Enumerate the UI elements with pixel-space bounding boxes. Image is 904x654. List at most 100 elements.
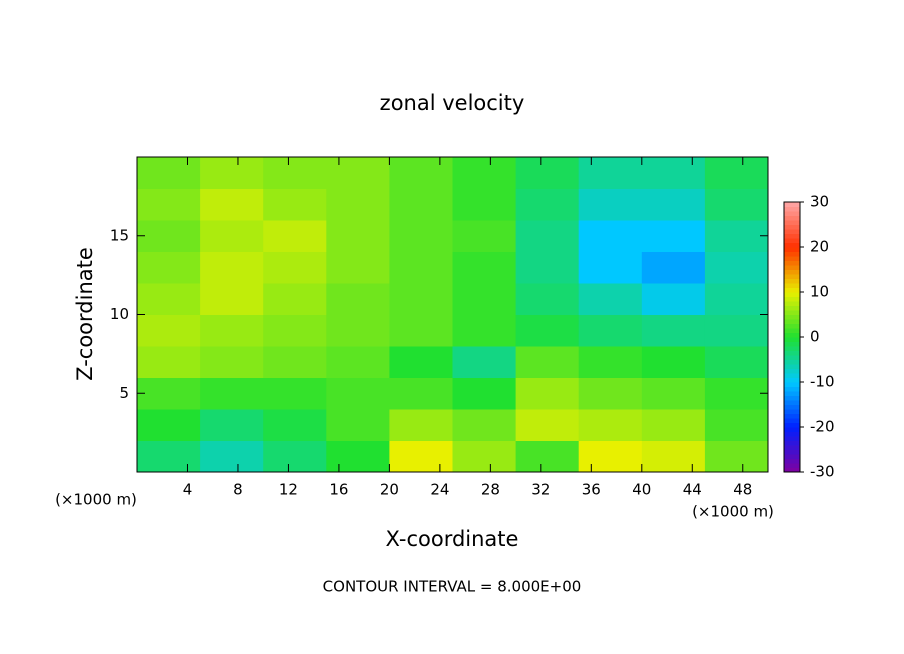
heat-cell (578, 346, 643, 378)
colorbar-swatch (784, 409, 800, 414)
heat-cell (452, 314, 517, 347)
x-tick-label: 12 (279, 481, 298, 499)
colorbar-swatch (784, 319, 800, 324)
heat-cell (641, 409, 706, 441)
x-tick-label: 28 (481, 481, 500, 499)
heat-cell (137, 314, 201, 347)
heat-cell (515, 251, 580, 284)
heat-cell (515, 377, 580, 410)
colorbar-swatch (784, 445, 800, 450)
heat-cell (263, 251, 327, 284)
heat-cell (326, 440, 390, 473)
heat-cell (515, 220, 580, 252)
heat-cell (704, 409, 769, 441)
colorbar-swatch (784, 404, 800, 410)
x-tick-label: 16 (329, 481, 348, 499)
colorbar-tick-label: 20 (810, 238, 829, 256)
heat-cell (137, 440, 201, 473)
colorbar-swatch (784, 359, 800, 365)
x-tick-label: 24 (430, 481, 449, 499)
colorbar-swatch (784, 305, 800, 311)
heat-cell (452, 251, 517, 284)
x-tick-label: 20 (380, 481, 399, 499)
heat-cell (263, 346, 327, 378)
heat-cell (641, 314, 706, 347)
colorbar-swatch (784, 301, 800, 306)
x-tick-label: 40 (632, 481, 651, 499)
colorbar-swatch (784, 440, 800, 446)
colorbar-swatch (784, 233, 800, 239)
colorbar-swatch (784, 314, 800, 320)
colorbar-swatch (784, 287, 800, 293)
heat-cell (263, 314, 327, 347)
chart-title: zonal velocity (380, 91, 525, 115)
colorbar-swatch (784, 224, 800, 230)
heat-cell (452, 188, 517, 221)
colorbar-swatch (784, 296, 800, 302)
heat-cell (326, 188, 390, 221)
heat-cell (137, 346, 201, 378)
heat-cell (389, 346, 453, 378)
heat-cell (704, 377, 769, 410)
heat-cell (452, 377, 517, 410)
heat-cell (326, 220, 390, 252)
heat-cell (326, 157, 390, 189)
heat-cell (389, 251, 453, 284)
colorbar-swatch (784, 368, 800, 374)
heat-cell (704, 314, 769, 347)
heat-cell (263, 157, 327, 189)
heat-cell (704, 157, 769, 189)
heat-cell (326, 409, 390, 441)
heat-cell (704, 220, 769, 252)
heat-cell (200, 251, 264, 284)
heat-cell (578, 220, 643, 252)
colorbar-swatch (784, 377, 800, 383)
heat-cell (578, 440, 643, 473)
colorbar-swatch (784, 341, 800, 347)
heat-cell (704, 188, 769, 221)
heat-cell (641, 283, 706, 315)
x-unit: (×1000 m) (692, 503, 774, 521)
heat-cell (389, 409, 453, 441)
colorbar-swatch (784, 350, 800, 356)
heat-cell (200, 157, 264, 189)
colorbar-swatch (784, 292, 800, 297)
colorbar-swatch (784, 328, 800, 333)
heat-cell (137, 283, 201, 315)
colorbar-swatch (784, 382, 800, 387)
heat-cell (200, 220, 264, 252)
heat-cell (200, 314, 264, 347)
colorbar-swatch (784, 436, 800, 441)
heat-cell (641, 377, 706, 410)
heat-cell (704, 283, 769, 315)
colorbar-swatch (784, 373, 800, 378)
heat-cell (326, 251, 390, 284)
heat-cell (578, 188, 643, 221)
colorbar-tick-label: 10 (810, 283, 829, 301)
colorbar-swatch (784, 265, 800, 270)
colorbar-swatch (784, 449, 800, 455)
colorbar-swatch (784, 391, 800, 396)
heat-cell (641, 157, 706, 189)
x-tick-label: 36 (582, 481, 601, 499)
colorbar-swatch (784, 238, 800, 243)
colorbar-tick-label: 0 (810, 328, 820, 346)
heat-cell (704, 251, 769, 284)
heat-cell (137, 251, 201, 284)
heat-cell (389, 188, 453, 221)
heat-cell (200, 283, 264, 315)
colorbar-tick-label: 30 (810, 193, 829, 211)
heat-cell (515, 157, 580, 189)
heat-cell (263, 440, 327, 473)
heat-cell (578, 314, 643, 347)
colorbar-swatch (784, 220, 800, 225)
heat-cell (137, 409, 201, 441)
heat-cell (137, 188, 201, 221)
heat-cell (200, 440, 264, 473)
heat-cell (452, 409, 517, 441)
colorbar-tick-label: -20 (810, 418, 835, 436)
colorbar-swatch (784, 310, 800, 315)
heat-cell (578, 283, 643, 315)
colorbar-swatch (784, 229, 800, 234)
